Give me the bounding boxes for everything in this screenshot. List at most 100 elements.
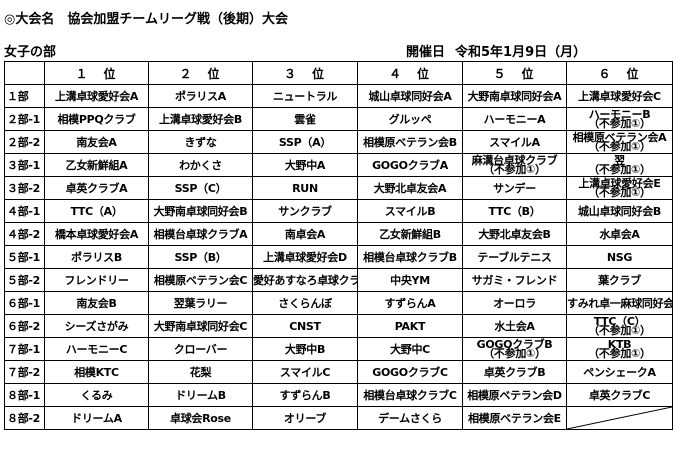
team-note: （不参加①） <box>588 163 651 176</box>
team-cell: オーロラ <box>462 291 567 315</box>
date-value: 令和5年1月9日（月） <box>455 45 587 60</box>
team-cell: 乙女新鮮組B <box>357 222 463 246</box>
table-body: １部 上溝卓球愛好会A ポラリスA ニュートラル 城山卓球同好会A 大野南卓球同好会A 上溝… <box>4 84 673 430</box>
team-note: （不参加①） <box>588 186 651 199</box>
table-row: ３部-2 卓英クラブA SSP（C） RUN 大野北卓友会A サンデー 上溝卓球愛好会E （不… <box>4 176 673 200</box>
team-cell: 大野南卓球同好会C <box>148 314 253 338</box>
team-cell: ハーモニーC <box>44 337 149 361</box>
header-division <box>4 61 45 85</box>
team-name: KTB <box>607 338 632 351</box>
team-cell: すみれ卓一麻球同好会 <box>566 291 673 315</box>
header-rank-2: ２ 位 <box>148 61 253 85</box>
table-row: ７部-2 相模KTC 花梨 スマイルC GOGOクラブC 卓英クラブB ペンシェークA <box>4 360 673 384</box>
team-cell: 相模KTC <box>44 360 149 384</box>
team-cell: テーブルテニス <box>462 245 567 269</box>
team-cell: くるみ <box>44 383 149 407</box>
division-label: ２部-2 <box>4 130 45 154</box>
team-note: （不参加①） <box>483 163 546 176</box>
team-cell: ドリームB <box>148 383 253 407</box>
team-note: （不参加①） <box>588 140 651 153</box>
table-row: ２部-1 相模PPQクラブ 上溝卓球愛好会B 雲雀 グルッペ ハーモニーA ハーモニーB （不… <box>4 107 673 131</box>
team-cell: ペンシェークA <box>566 360 673 384</box>
team-cell: 大野南卓球同好会A <box>462 84 567 108</box>
team-cell: GOGOクラブB （不参加①） <box>462 337 567 361</box>
team-cell: 葉クラブ <box>566 268 673 292</box>
team-cell: すずらんB <box>252 383 358 407</box>
team-cell: 翌（不参加①） <box>566 153 673 177</box>
team-cell: サンデー <box>462 176 567 200</box>
team-cell: スマイルC <box>252 360 358 384</box>
team-cell: 相模台卓球クラブC <box>357 383 463 407</box>
team-cell: 南卓会A <box>252 222 358 246</box>
header-rank-3: ３ 位 <box>252 61 358 85</box>
team-cell: SSP（C） <box>148 176 253 200</box>
team-cell: PAKT <box>357 314 463 338</box>
team-cell: 相模PPQクラブ <box>44 107 149 131</box>
team-cell: 上溝卓球愛好会D <box>252 245 358 269</box>
team-cell: 大野中C <box>357 337 463 361</box>
team-cell: 大野北卓友会A <box>357 176 463 200</box>
team-cell: CNST <box>252 314 358 338</box>
division-label: ５部-1 <box>4 245 45 269</box>
team-cell: ハーモニーB （不参加①） <box>566 107 673 131</box>
team-cell: 南友会B <box>44 291 149 315</box>
section-title: 女子の部 <box>4 45 57 60</box>
table-row: ７部-1 ハーモニーC クローバー 大野中B 大野中C GOGOクラブB （不参加①） KTB… <box>4 337 673 361</box>
team-cell: 愛好あすなろ卓球クラブ <box>252 268 358 292</box>
team-cell: サガミ・フレンド <box>462 268 567 292</box>
team-cell: フレンドリー <box>44 268 149 292</box>
team-cell: ポラリスA <box>148 84 253 108</box>
team-cell: 水土会A <box>462 314 567 338</box>
division-label: ５部-2 <box>4 268 45 292</box>
team-cell: 相模原ベテラン会E <box>462 406 567 430</box>
team-cell: TTC（B） <box>462 199 567 223</box>
team-cell: 花梨 <box>148 360 253 384</box>
header-rank-1: １ 位 <box>44 61 149 85</box>
team-cell: KTB （不参加①） <box>566 337 673 361</box>
page-title: ◎大会名 協会加盟チームリーグ戦（後期）大会 <box>4 12 288 27</box>
division-label: ３部-2 <box>4 176 45 200</box>
header-rank-4: ４ 位 <box>357 61 463 85</box>
team-name: 翌 <box>614 154 625 167</box>
division-label: ４部-1 <box>4 199 45 223</box>
team-cell: RUN <box>252 176 358 200</box>
team-cell: GOGOクラブA <box>357 153 463 177</box>
team-note: （不参加①） <box>483 347 546 360</box>
team-cell: ドリームA <box>44 406 149 430</box>
team-cell: SSP（B） <box>148 245 253 269</box>
team-name: 麻溝台卓球クラブ <box>471 154 558 167</box>
team-cell: 水卓会A <box>566 222 673 246</box>
team-cell: 麻溝台卓球クラブ （不参加①） <box>462 153 567 177</box>
team-cell: 大野中A <box>252 153 358 177</box>
division-label: ３部-1 <box>4 153 45 177</box>
team-cell: 大野南卓球同好会B <box>148 199 253 223</box>
team-cell: 中央YM <box>357 268 463 292</box>
team-cell: 南友会A <box>44 130 149 154</box>
team-cell: シーズさがみ <box>44 314 149 338</box>
team-cell: オリーブ <box>252 406 358 430</box>
team-cell: 乙女新鮮組A <box>44 153 149 177</box>
diagonal-slash <box>567 407 672 429</box>
team-cell: 相模台卓球クラブA <box>148 222 253 246</box>
table-row: ４部-1 TTC（A） 大野南卓球同好会B サンクラブ スマイルB TTC（B） 城山卓球同… <box>4 199 673 223</box>
table-row: １部 上溝卓球愛好会A ポラリスA ニュートラル 城山卓球同好会A 大野南卓球同好会A 上溝… <box>4 84 673 108</box>
team-cell: 城山卓球同好会A <box>357 84 463 108</box>
division-label: ４部-2 <box>4 222 45 246</box>
division-label: １部 <box>4 84 45 108</box>
team-cell: スマイルA <box>462 130 567 154</box>
team-cell: 雲雀 <box>252 107 358 131</box>
team-cell: 上溝卓球愛好会B <box>148 107 253 131</box>
event-date: 開催日 令和5年1月9日（月） <box>406 41 586 60</box>
team-cell: GOGOクラブC <box>357 360 463 384</box>
team-cell: 相模原ベテラン会B <box>357 130 463 154</box>
team-note: （不参加①） <box>588 324 651 337</box>
team-cell: サンクラブ <box>252 199 358 223</box>
division-label: ６部-1 <box>4 291 45 315</box>
team-cell: NSG <box>566 245 673 269</box>
team-cell: わかくさ <box>148 153 253 177</box>
division-label: ８部-1 <box>4 383 45 407</box>
team-name: 相模原ベテラン会A <box>572 131 667 144</box>
team-cell: TTC（C） （不参加①） <box>566 314 673 338</box>
team-cell: 卓英クラブB <box>462 360 567 384</box>
